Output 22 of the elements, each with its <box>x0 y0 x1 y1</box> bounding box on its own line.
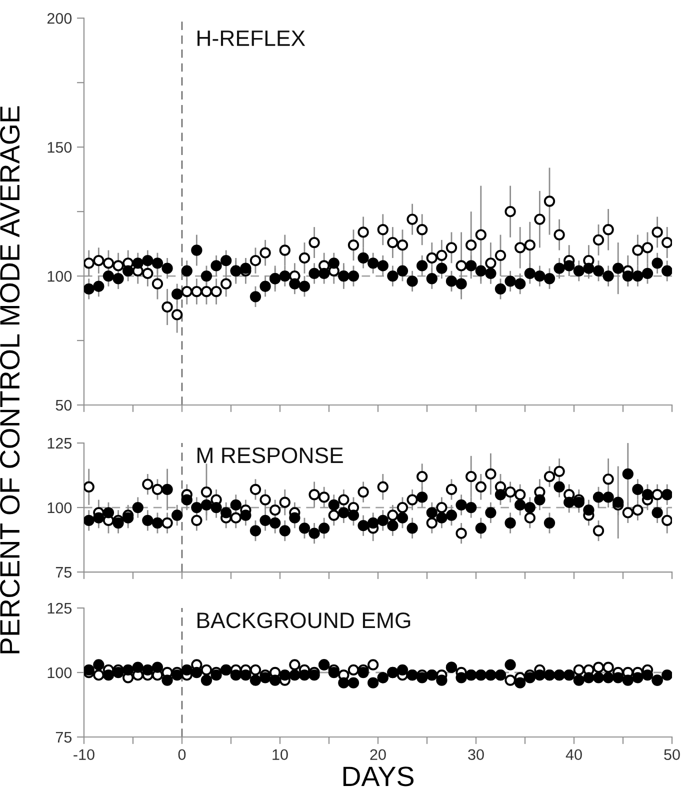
y-axis-title: PERCENT OF CONTROL MODE AVERAGE <box>0 106 20 654</box>
y-tick-label: 75 <box>56 567 72 578</box>
x-axis-title: DAYS <box>343 766 414 786</box>
y-tick-label: 75 <box>56 732 72 743</box>
y-tick-label: 200 <box>47 13 72 24</box>
x-tick-label: 30 <box>468 749 484 760</box>
x-tick-label: 20 <box>370 749 386 760</box>
y-tick-label: 50 <box>56 400 72 411</box>
y-tick-label: 150 <box>48 142 72 153</box>
y-tick-label: 100 <box>48 502 72 514</box>
y-tick-label: 125 <box>48 602 72 614</box>
y-tick-label: 125 <box>48 438 72 449</box>
x-tick-label: -10 <box>74 749 94 760</box>
chart-title: H-REFLEX <box>198 30 306 46</box>
x-tick-label: 10 <box>272 749 288 760</box>
chart-title: BACKGROUND EMG <box>198 612 410 628</box>
y-tick-label: 100 <box>48 270 72 282</box>
x-tick-label: 50 <box>664 749 680 760</box>
y-tick-label: 100 <box>48 667 72 678</box>
x-tick-label: 0 <box>178 749 186 760</box>
chart-title: M RESPONSE <box>198 447 343 464</box>
x-tick-label: 40 <box>566 749 582 760</box>
